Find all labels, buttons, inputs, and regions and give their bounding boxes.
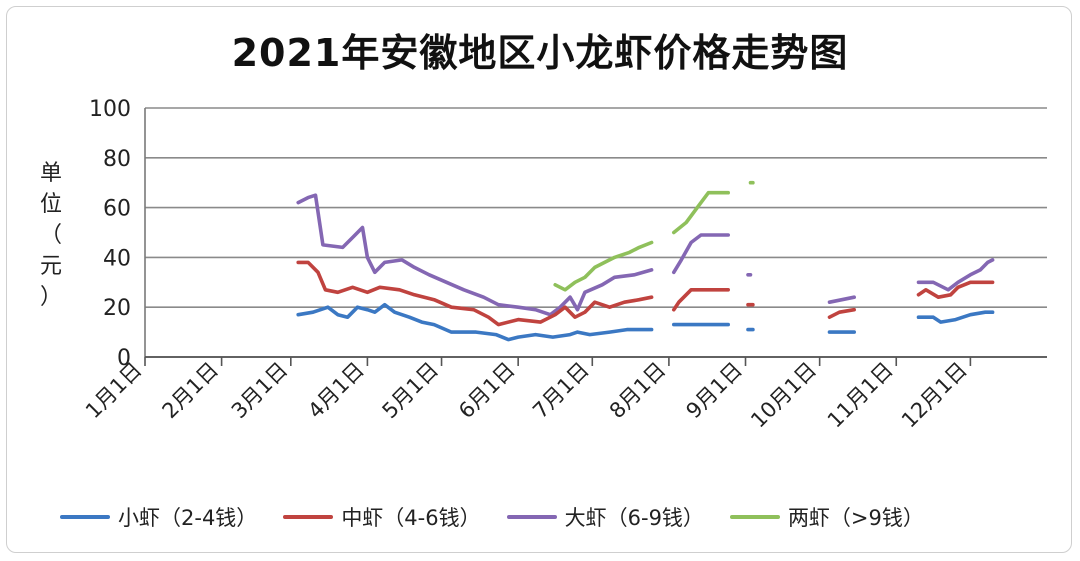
x-tick-label: 10月1日 [746,358,821,433]
legend-swatch-small [60,515,110,519]
y-axis-label-char: （ [39,223,62,248]
y-tick-label: 60 [103,197,131,222]
x-tick-label: 5月1日 [378,358,444,424]
y-tick-label: 80 [103,147,131,172]
x-tick-label: 1月1日 [81,358,147,424]
x-tick-label: 6月1日 [454,358,520,424]
y-axis-label-char: 单 [39,161,62,186]
legend-item-xl: 两虾（>9钱） [729,502,924,532]
series-line-segment [296,193,654,317]
series-line-segment [671,287,731,312]
legend-label-xl: 两虾（>9钱） [787,506,924,530]
legend-label-small: 小虾（2-4钱） [118,506,258,530]
series-line-segment [296,302,654,342]
y-tick-label: 0 [117,346,131,371]
y-tick-label: 100 [89,97,131,122]
y-axis-label-char: 位 [39,192,62,217]
y-axis-label: 单 位 （ 元 ） [36,158,66,313]
series-line-segment [671,190,731,235]
x-tick-label: 2月1日 [158,358,224,424]
chart-frame [6,6,1072,553]
series-line-segment [553,240,654,292]
legend-item-large: 大虾（6-9钱） [506,502,704,532]
series-line-segment [827,307,857,320]
series-line-segment [916,258,995,292]
series-line-segment [827,295,857,305]
legend-item-small: 小虾（2-4钱） [60,502,257,532]
legend-swatch-large [506,515,557,519]
x-tick-label: 3月1日 [227,358,293,424]
series-line-segment [916,310,995,324]
series-line-segment [296,260,654,327]
series-line-segment [916,280,995,300]
x-tick-label: 9月1日 [681,358,747,424]
legend-swatch-medium [283,515,334,519]
x-tick-label: 11月1日 [823,358,898,433]
chart-title: 2021年安徽地区小龙虾价格走势图 [231,31,849,75]
legend-label-medium: 中虾（4-6钱） [341,506,481,530]
y-axis-label-char: 元 [39,254,62,279]
y-axis-label-char: ） [39,285,62,310]
y-tick-label: 40 [103,246,131,271]
x-tick-label: 12月1日 [897,358,972,433]
legend-label-large: 大虾（6-9钱） [564,506,704,530]
x-tick-label: 4月1日 [303,358,369,424]
series-line-segment [671,233,731,275]
y-tick-label: 20 [103,296,131,321]
x-tick-label: 8月1日 [605,358,671,424]
x-tick-label: 7月1日 [528,358,594,424]
legend-item-medium: 中虾（4-6钱） [283,502,481,532]
legend: 小虾（2-4钱） 中虾（4-6钱） 大虾（6-9钱） 两虾（>9钱） [60,500,1060,534]
legend-swatch-xl [729,515,780,519]
